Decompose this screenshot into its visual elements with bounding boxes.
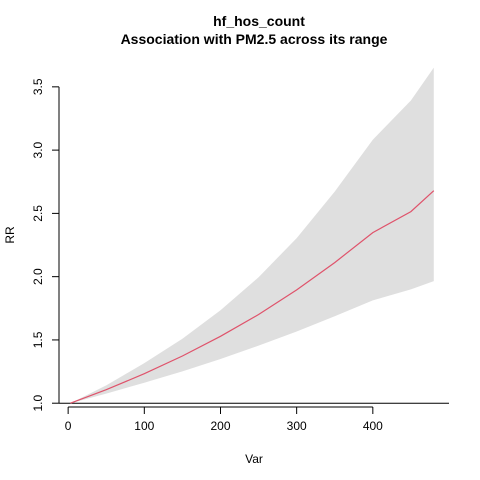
ci-band-area (70, 67, 434, 404)
chart-subtitle: Association with PM2.5 across its range (121, 31, 388, 47)
confidence-band (70, 67, 434, 404)
x-tick-label: 300 (287, 419, 307, 433)
y-tick-label: 2.5 (31, 205, 45, 222)
y-tick-label: 1.5 (31, 331, 45, 348)
y-tick-label: 2.0 (31, 268, 45, 285)
y-tick-label: 1.0 (31, 395, 45, 412)
x-axis-label: Var (245, 452, 263, 466)
x-tick-label: 400 (363, 419, 383, 433)
series-line (70, 190, 435, 404)
series-line-group (70, 190, 435, 404)
y-tick-label: 3.5 (31, 78, 45, 95)
axes: 0 100 200 300 400 1.0 1.5 2.0 2.5 3.0 3.5 (31, 78, 383, 433)
y-tick-label: 3.0 (31, 141, 45, 158)
chart-title: hf_hos_count (213, 13, 305, 29)
x-tick-label: 100 (134, 419, 154, 433)
x-tick-label: 200 (210, 419, 230, 433)
y-axis-label: RR (3, 226, 17, 244)
x-tick-label: 0 (65, 419, 72, 433)
